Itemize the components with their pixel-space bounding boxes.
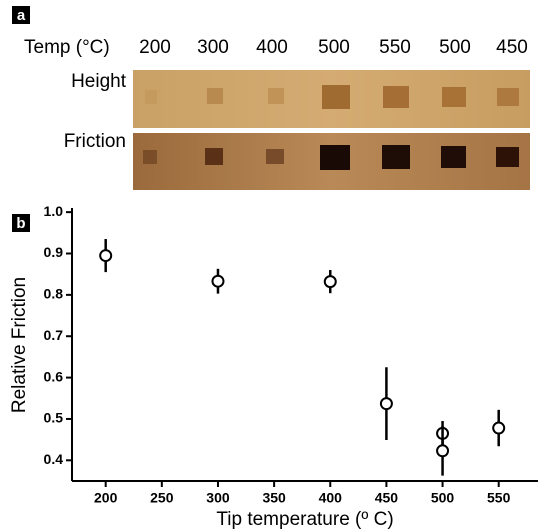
panel-label-box — [12, 6, 30, 24]
y-tick-label: 1.0 — [44, 203, 64, 219]
point — [323, 275, 337, 289]
point — [99, 249, 113, 263]
x-tick-label: 400 — [319, 490, 343, 506]
image-squares — [143, 85, 519, 170]
temp-value: 500 — [318, 37, 350, 58]
point — [492, 421, 506, 435]
temp-label: Temp (°C) — [24, 37, 110, 58]
y-tick-label: 0.9 — [44, 244, 64, 260]
x-tick-label: 300 — [206, 490, 230, 506]
point — [379, 397, 393, 411]
y-axis-label: Relative Friction — [9, 277, 30, 413]
x-tick-label: 500 — [431, 490, 455, 506]
temp-value: 500 — [439, 37, 471, 58]
temp-value: 550 — [379, 37, 411, 58]
x-tick-label: 550 — [487, 490, 511, 506]
x-tick-label: 250 — [150, 490, 174, 506]
y-tick-label: 0.7 — [44, 327, 64, 343]
y-tick-label: 0.8 — [44, 286, 64, 302]
panel-label: b — [16, 215, 25, 232]
x-tick-label: 450 — [375, 490, 399, 506]
temp-value: 400 — [256, 37, 288, 58]
x-tick-label: 200 — [94, 490, 118, 506]
temp-value: 300 — [197, 37, 229, 58]
row-label: Height — [71, 71, 127, 92]
x-axis-label: Tip temperature (º C) — [216, 509, 393, 530]
point — [211, 274, 225, 288]
panel-label-box — [12, 214, 30, 232]
y-tick-label: 0.6 — [44, 368, 64, 384]
temp-value: 450 — [496, 37, 528, 58]
panel-label: a — [17, 7, 26, 24]
temp-value: 200 — [139, 37, 171, 58]
row-label: Friction — [64, 131, 126, 152]
y-tick-label: 0.4 — [44, 451, 64, 467]
point — [436, 444, 450, 458]
x-tick-label: 350 — [262, 490, 286, 506]
y-tick-label: 0.5 — [44, 410, 64, 426]
